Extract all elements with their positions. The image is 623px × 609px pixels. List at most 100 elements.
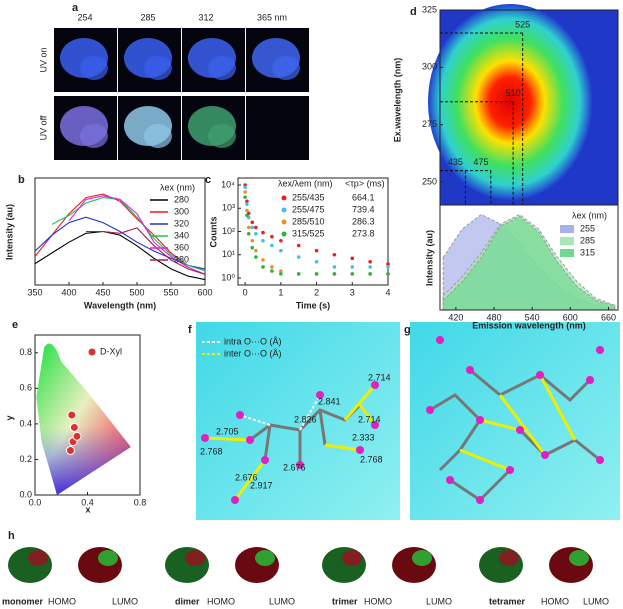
data-point (332, 252, 337, 257)
y-tick-label: 325 (422, 4, 437, 14)
data-point (243, 195, 247, 199)
lumo-label: LUMO (583, 596, 609, 606)
data-point (65, 446, 75, 456)
data-point (368, 272, 372, 276)
panel-label: a (72, 2, 79, 14)
plot-frame (439, 204, 619, 311)
distance-label: 2.768 (360, 454, 383, 464)
x-tick-label: 0.0 (29, 497, 42, 507)
structure-f-bg (196, 322, 400, 520)
legend-label: 255/435 (292, 192, 325, 202)
panel-label: c (205, 174, 211, 186)
photo (246, 96, 309, 160)
data-point (250, 245, 255, 250)
distance-label: 2.676 (283, 462, 306, 472)
y-axis-title: Intensity (au) (424, 230, 434, 286)
data-point (314, 259, 319, 264)
x-tick-label: 4 (385, 287, 390, 297)
y-tick-label: 0.4 (19, 418, 32, 428)
hbonds-f (204, 384, 377, 501)
data-point (270, 243, 274, 248)
data-point (243, 185, 247, 190)
data-point (250, 238, 255, 243)
atoms-g (426, 336, 604, 504)
legend-swatch (560, 237, 574, 245)
legend-swatch (281, 207, 287, 213)
data-point (296, 255, 301, 259)
homo-label: HOMO (207, 596, 235, 606)
distance-label: 2.714 (358, 414, 381, 424)
peak-label: 475 (473, 157, 488, 167)
distance-label: 2.841 (318, 396, 341, 406)
distance-label: 2.676 (235, 472, 258, 482)
lumo-label: LUMO (426, 596, 452, 606)
row-label: UV off (38, 115, 48, 140)
x-tick-label: 350 (27, 287, 42, 297)
peak-label: 435 (448, 157, 463, 167)
data-point (254, 231, 258, 236)
peak-label: 525 (515, 19, 530, 29)
crystal (80, 124, 108, 148)
panel-label: g (404, 324, 411, 336)
y-tick-label: 10⁴ (221, 179, 235, 189)
legend-label: 315 (580, 247, 595, 257)
panel-label: b (18, 174, 25, 186)
y-tick-label: 250 (422, 176, 437, 186)
legend-label: 280 (174, 194, 189, 204)
y-axis-title: y (4, 415, 14, 420)
panel-label: d (410, 6, 417, 18)
oligomer-label: tetramer (489, 596, 526, 606)
data-point (270, 269, 274, 273)
line (68, 195, 206, 275)
legend-label: 285 (580, 235, 595, 245)
orbital-lobe (569, 550, 589, 566)
data-point (270, 265, 274, 269)
data-point (296, 243, 301, 248)
legend-label: 300 (174, 206, 189, 216)
orbital-lobe (185, 550, 205, 566)
y-tick-label: 10² (222, 226, 235, 236)
legend-value: 273.8 (352, 228, 375, 238)
data-point (245, 213, 249, 218)
x-tick-label: 3 (350, 287, 355, 297)
legend-label: 360 (174, 242, 189, 252)
distance-label: 2.768 (200, 446, 223, 456)
legend-label: 255/475 (292, 204, 325, 214)
data-point (69, 422, 79, 432)
distance-label: 2.917 (250, 480, 273, 490)
homo-label: HOMO (364, 596, 392, 606)
x-tick-label: 550 (163, 287, 178, 297)
hbonds-g (459, 374, 577, 472)
data-point (250, 220, 255, 225)
data-point (350, 265, 355, 269)
legend-label: inter O···O (Å) (224, 348, 282, 358)
panel-label: h (8, 530, 15, 542)
data-point (279, 238, 283, 243)
legend-label: 340 (174, 230, 189, 240)
plot-frame (34, 177, 206, 286)
orbital-lobe (255, 550, 275, 566)
data-point (245, 199, 249, 204)
data-point (368, 259, 372, 264)
cie-gamut-blue (36, 343, 131, 495)
data-point (254, 225, 258, 230)
oligomer-label: monomer (2, 596, 44, 606)
y-tick-label: 0.0 (19, 489, 32, 499)
data-point (386, 272, 390, 276)
legend-value: 739.4 (352, 204, 375, 214)
distance-label: 2.714 (368, 372, 391, 382)
data-point (332, 272, 337, 276)
x-tick-label: 450 (95, 287, 110, 297)
y-tick-label: 10¹ (222, 249, 235, 259)
x-tick-label: 480 (487, 312, 502, 322)
legend-label: 380 (174, 254, 189, 264)
orbital-lobe (342, 550, 362, 566)
legend-label: D-Xyl (100, 346, 122, 356)
y-axis-title: Ex.wavelength (nm) (392, 58, 402, 143)
data-point (250, 225, 255, 230)
x-tick-label: 540 (525, 312, 540, 322)
data-point (279, 269, 283, 273)
x-axis-title: x (85, 504, 90, 514)
legend-label: 320 (174, 218, 189, 228)
legend-value: 664.1 (352, 192, 375, 202)
